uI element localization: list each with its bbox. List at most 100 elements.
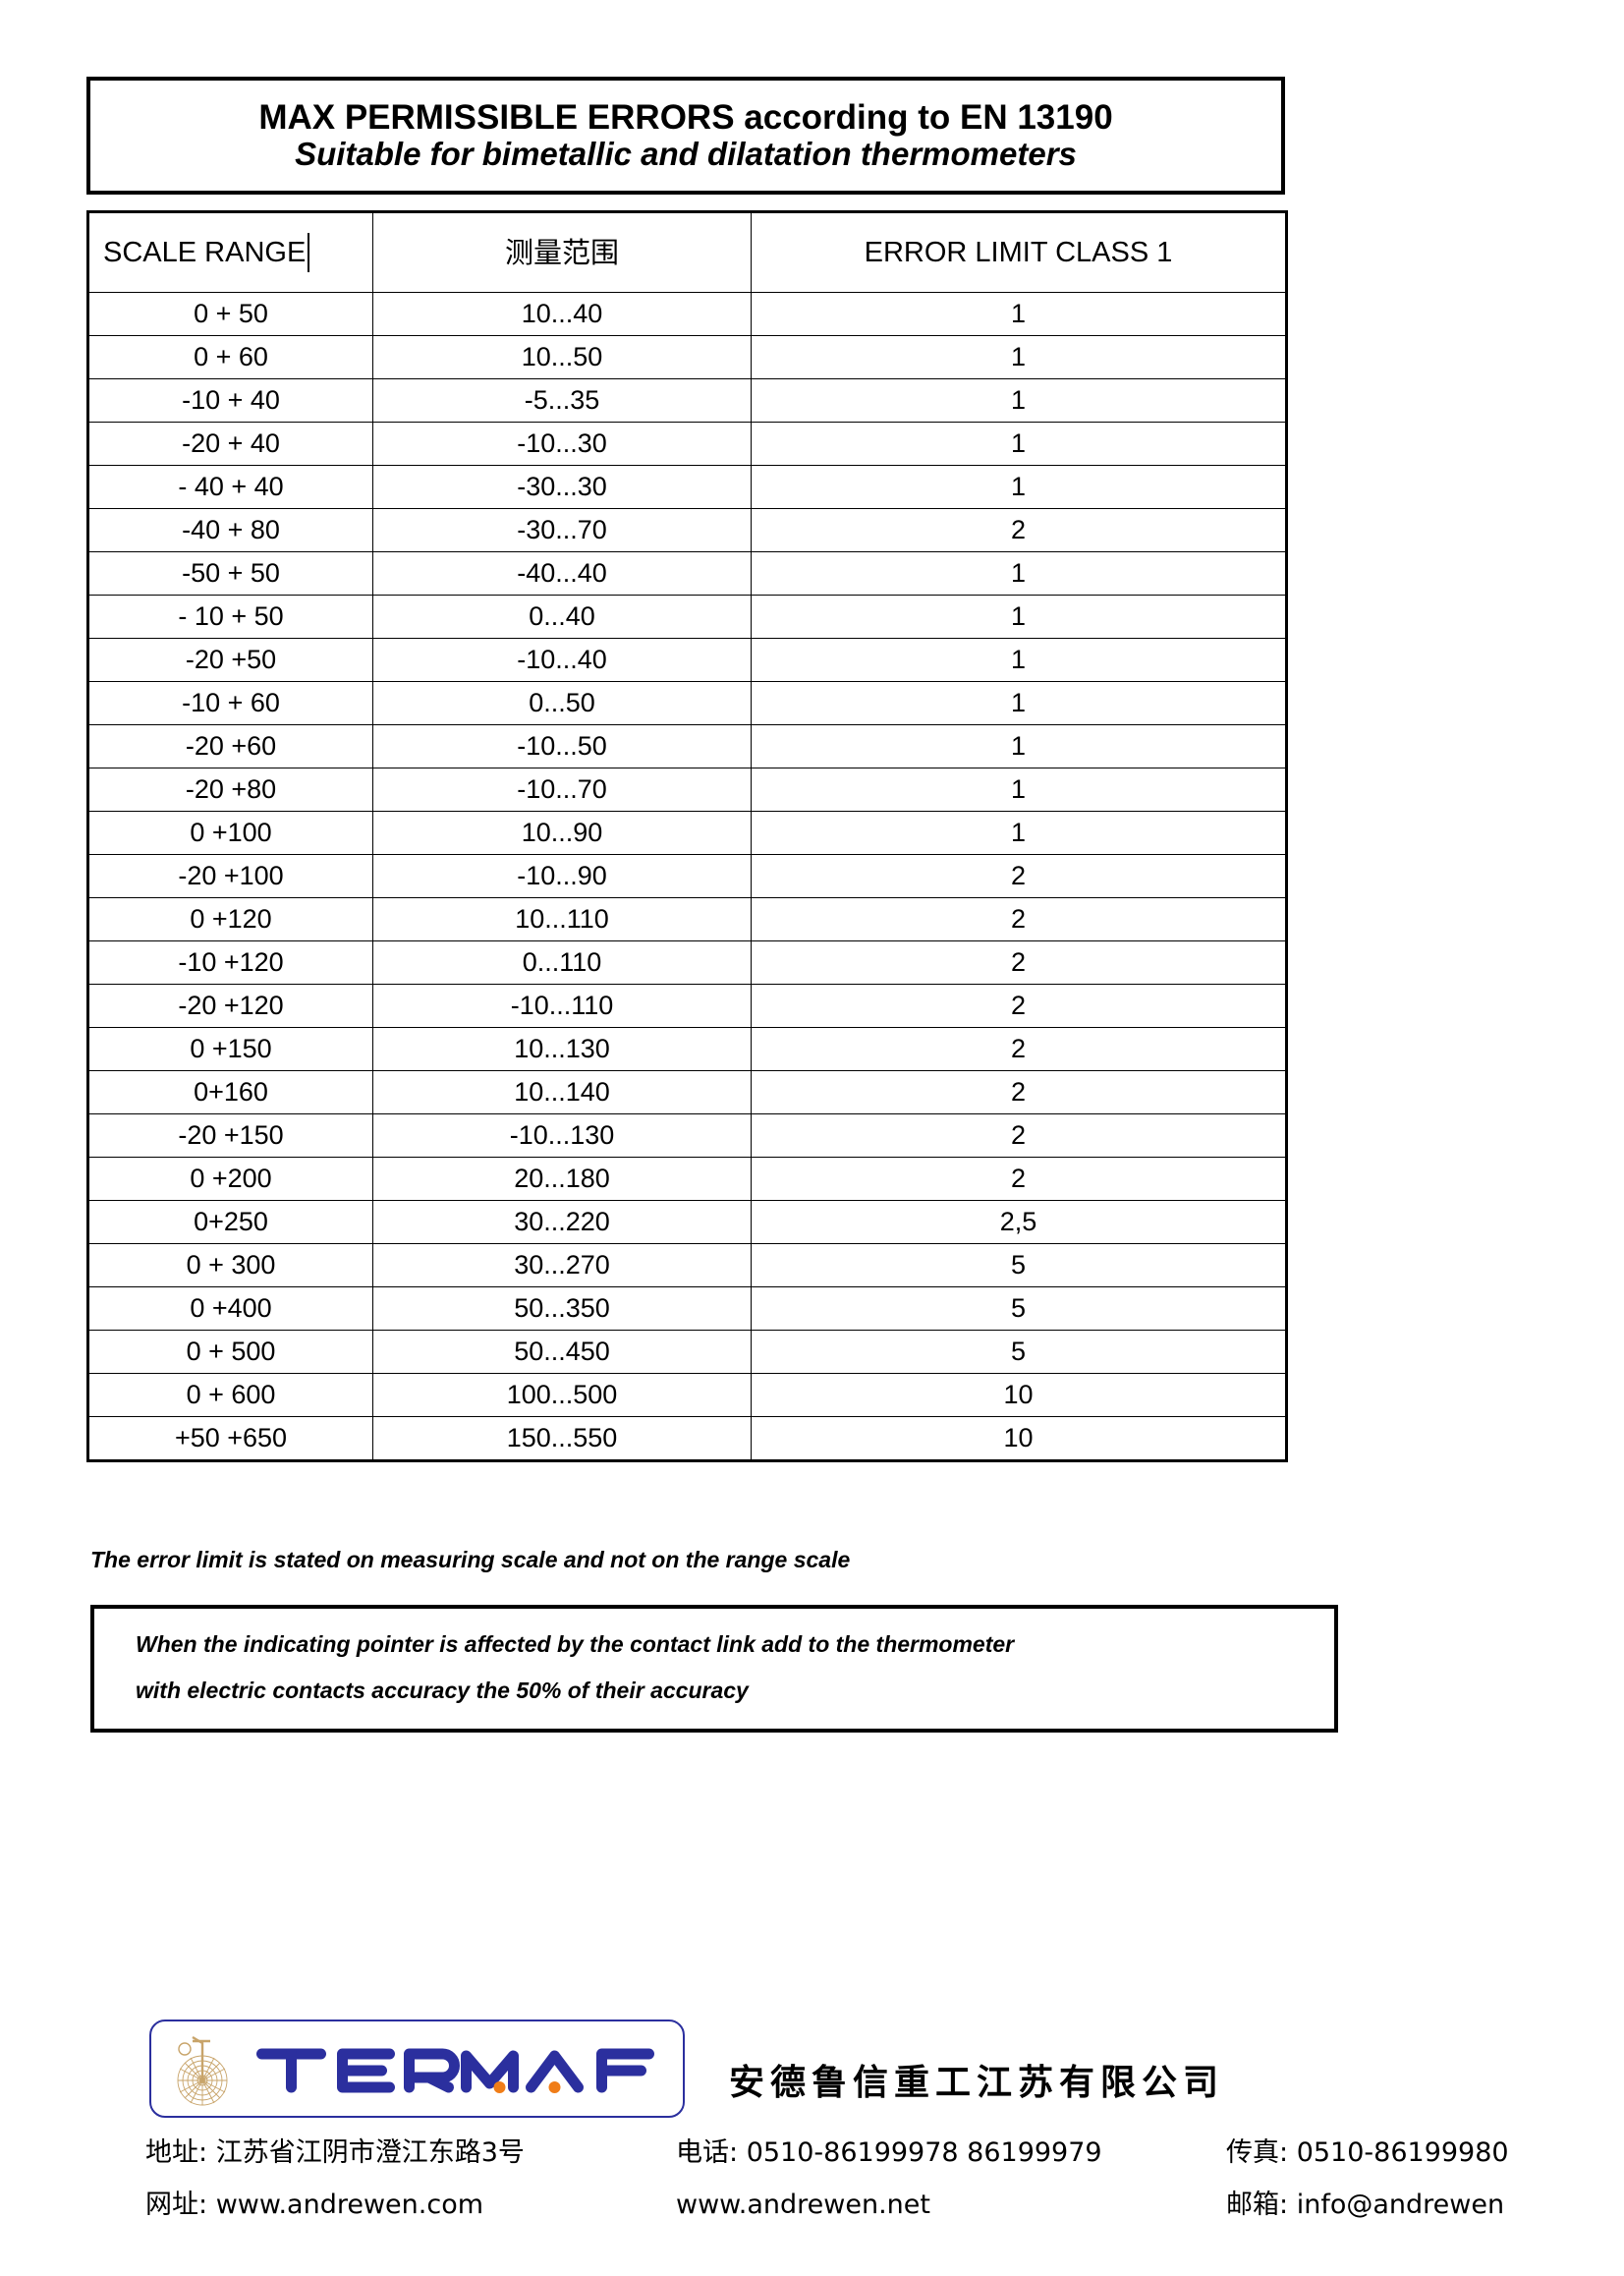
cell-error-limit: 1	[751, 724, 1287, 768]
logo-dot-1	[493, 2081, 506, 2093]
footer-row-2: 网址: www.andrewen.com www.andrewen.net 邮箱…	[145, 2183, 1521, 2221]
footer-website-value[interactable]: www.andrewen.com	[215, 2190, 484, 2220]
cell-error-limit: 1	[751, 422, 1287, 466]
title-box: MAX PERMISSIBLE ERRORS according to EN 1…	[86, 77, 1285, 195]
cell-measuring-range: -10...130	[372, 1113, 752, 1158]
cell-measuring-range: -10...30	[372, 422, 752, 466]
cell-error-limit: 2	[751, 940, 1287, 985]
table-row: -20 +80 -10...70 1	[87, 768, 1287, 812]
table-row: 0 + 60 10...50 1	[87, 335, 1287, 379]
cell-scale-range: -20 + 40	[87, 422, 373, 466]
cell-error-limit: 1	[751, 681, 1287, 725]
cell-error-limit: 1	[751, 638, 1287, 682]
cell-scale-range: 0 + 50	[87, 292, 373, 336]
cell-measuring-range: 10...110	[372, 897, 752, 941]
table-row: - 10 + 50 0...40 1	[87, 595, 1287, 639]
cell-scale-range: -10 + 60	[87, 681, 373, 725]
table-row: -10 + 40 -5...35 1	[87, 378, 1287, 423]
table-row: -10 +120 0...110 2	[87, 940, 1287, 985]
cell-error-limit: 5	[751, 1243, 1287, 1287]
cell-measuring-range: 50...450	[372, 1330, 752, 1374]
footer-row-1: 地址: 江苏省江阴市澄江东路3号 电话: 0510-86199978 86199…	[145, 2131, 1521, 2169]
table-row: 0 + 600 100...500 10	[87, 1373, 1287, 1417]
cell-scale-range: 0 + 300	[87, 1243, 373, 1287]
cell-scale-range: - 10 + 50	[87, 595, 373, 639]
cell-measuring-range: -5...35	[372, 378, 752, 423]
termaf-wordmark	[256, 2048, 654, 2093]
footer-email: 邮箱: info@andrewen	[1226, 2183, 1521, 2221]
footer-tel: 电话: 0510-86199978 86199979	[676, 2131, 1226, 2169]
cell-error-limit: 1	[751, 465, 1287, 509]
table-row: 0+250 30...220 2,5	[87, 1200, 1287, 1244]
footer-email-value[interactable]: info@andrewen	[1296, 2190, 1505, 2220]
cell-error-limit: 2	[751, 1157, 1287, 1201]
termaf-logo	[149, 2020, 685, 2118]
cell-error-limit: 2	[751, 1027, 1287, 1071]
cell-scale-range: -10 +120	[87, 940, 373, 985]
table-row: -40 + 80 -30...70 2	[87, 508, 1287, 552]
cell-measuring-range: 10...40	[372, 292, 752, 336]
cell-measuring-range: -10...90	[372, 854, 752, 898]
table-row: 0 +200 20...180 2	[87, 1157, 1287, 1201]
cell-measuring-range: -10...50	[372, 724, 752, 768]
cell-scale-range: - 40 + 40	[87, 465, 373, 509]
footer-website-secondary-value[interactable]: www.andrewen.net	[676, 2190, 930, 2220]
cell-scale-range: 0 +400	[87, 1286, 373, 1331]
footer-fax-label: 传真:	[1226, 2137, 1289, 2168]
logo-dot-2	[548, 2081, 561, 2093]
cell-scale-range: -10 + 40	[87, 378, 373, 423]
cell-error-limit: 2	[751, 897, 1287, 941]
cell-measuring-range: 30...270	[372, 1243, 752, 1287]
cell-scale-range: -40 + 80	[87, 508, 373, 552]
cell-error-limit: 2	[751, 508, 1287, 552]
cell-error-limit: 1	[751, 595, 1287, 639]
cell-scale-range: +50 +650	[87, 1416, 373, 1461]
table-row: 0 +400 50...350 5	[87, 1286, 1287, 1331]
cell-scale-range: 0+160	[87, 1070, 373, 1114]
cell-scale-range: 0+250	[87, 1200, 373, 1244]
contact-link-note-line2: with electric contacts accuracy the 50% …	[136, 1677, 749, 1703]
cell-measuring-range: -10...40	[372, 638, 752, 682]
error-table-container: SCALE RANGE 测量范围 ERROR LIMIT CLASS 1 0 +…	[86, 210, 1288, 1462]
cell-measuring-range: 30...220	[372, 1200, 752, 1244]
footer-address-label: 地址:	[145, 2137, 208, 2168]
table-body: 0 + 50 10...40 1 0 + 60 10...50 1 -10 + 40 -5..…	[87, 292, 1287, 1461]
footer-address-value: 江苏省江阴市澄江东路3号	[215, 2137, 525, 2168]
cell-error-limit: 2	[751, 854, 1287, 898]
footer-fax-value: 0510-86199980	[1296, 2137, 1509, 2168]
cell-scale-range: -20 +50	[87, 638, 373, 682]
table-row: -20 +50 -10...40 1	[87, 638, 1287, 682]
cell-scale-range: -20 +100	[87, 854, 373, 898]
table-header: SCALE RANGE 测量范围 ERROR LIMIT CLASS 1	[87, 211, 1287, 293]
cell-scale-range: -50 + 50	[87, 551, 373, 596]
cell-measuring-range: 150...550	[372, 1416, 752, 1461]
cell-error-limit: 1	[751, 551, 1287, 596]
table-row: +50 +650 150...550 10	[87, 1416, 1287, 1461]
cell-measuring-range: 0...110	[372, 940, 752, 985]
table-row: -20 +60 -10...50 1	[87, 724, 1287, 768]
table-row: 0 +120 10...110 2	[87, 897, 1287, 941]
table-row: 0+160 10...140 2	[87, 1070, 1287, 1114]
cell-measuring-range: 0...50	[372, 681, 752, 725]
cell-measuring-range: 10...130	[372, 1027, 752, 1071]
column-header-scale-range-label: SCALE RANGE	[103, 233, 310, 272]
footer-contact-block: 地址: 江苏省江阴市澄江东路3号 电话: 0510-86199978 86199…	[145, 2131, 1521, 2235]
cell-scale-range: 0 +120	[87, 897, 373, 941]
cell-scale-range: -20 +120	[87, 984, 373, 1028]
cell-error-limit: 2	[751, 1070, 1287, 1114]
table-row: - 40 + 40 -30...30 1	[87, 465, 1287, 509]
cell-scale-range: -20 +80	[87, 768, 373, 812]
cell-measuring-range: -10...110	[372, 984, 752, 1028]
cell-error-limit: 2	[751, 984, 1287, 1028]
table-row: 0 + 500 50...450 5	[87, 1330, 1287, 1374]
cell-error-limit: 1	[751, 292, 1287, 336]
cell-measuring-range: -10...70	[372, 768, 752, 812]
cell-error-limit: 5	[751, 1330, 1287, 1374]
max-permissible-errors-table: SCALE RANGE 测量范围 ERROR LIMIT CLASS 1 0 +…	[86, 210, 1288, 1462]
cell-scale-range: 0 +150	[87, 1027, 373, 1071]
cell-scale-range: 0 +200	[87, 1157, 373, 1201]
table-row: -20 +120 -10...110 2	[87, 984, 1287, 1028]
footer-tel-label: 电话:	[676, 2137, 739, 2168]
table-row: -20 +100 -10...90 2	[87, 854, 1287, 898]
contact-link-note-box: When the indicating pointer is affected …	[90, 1605, 1338, 1733]
